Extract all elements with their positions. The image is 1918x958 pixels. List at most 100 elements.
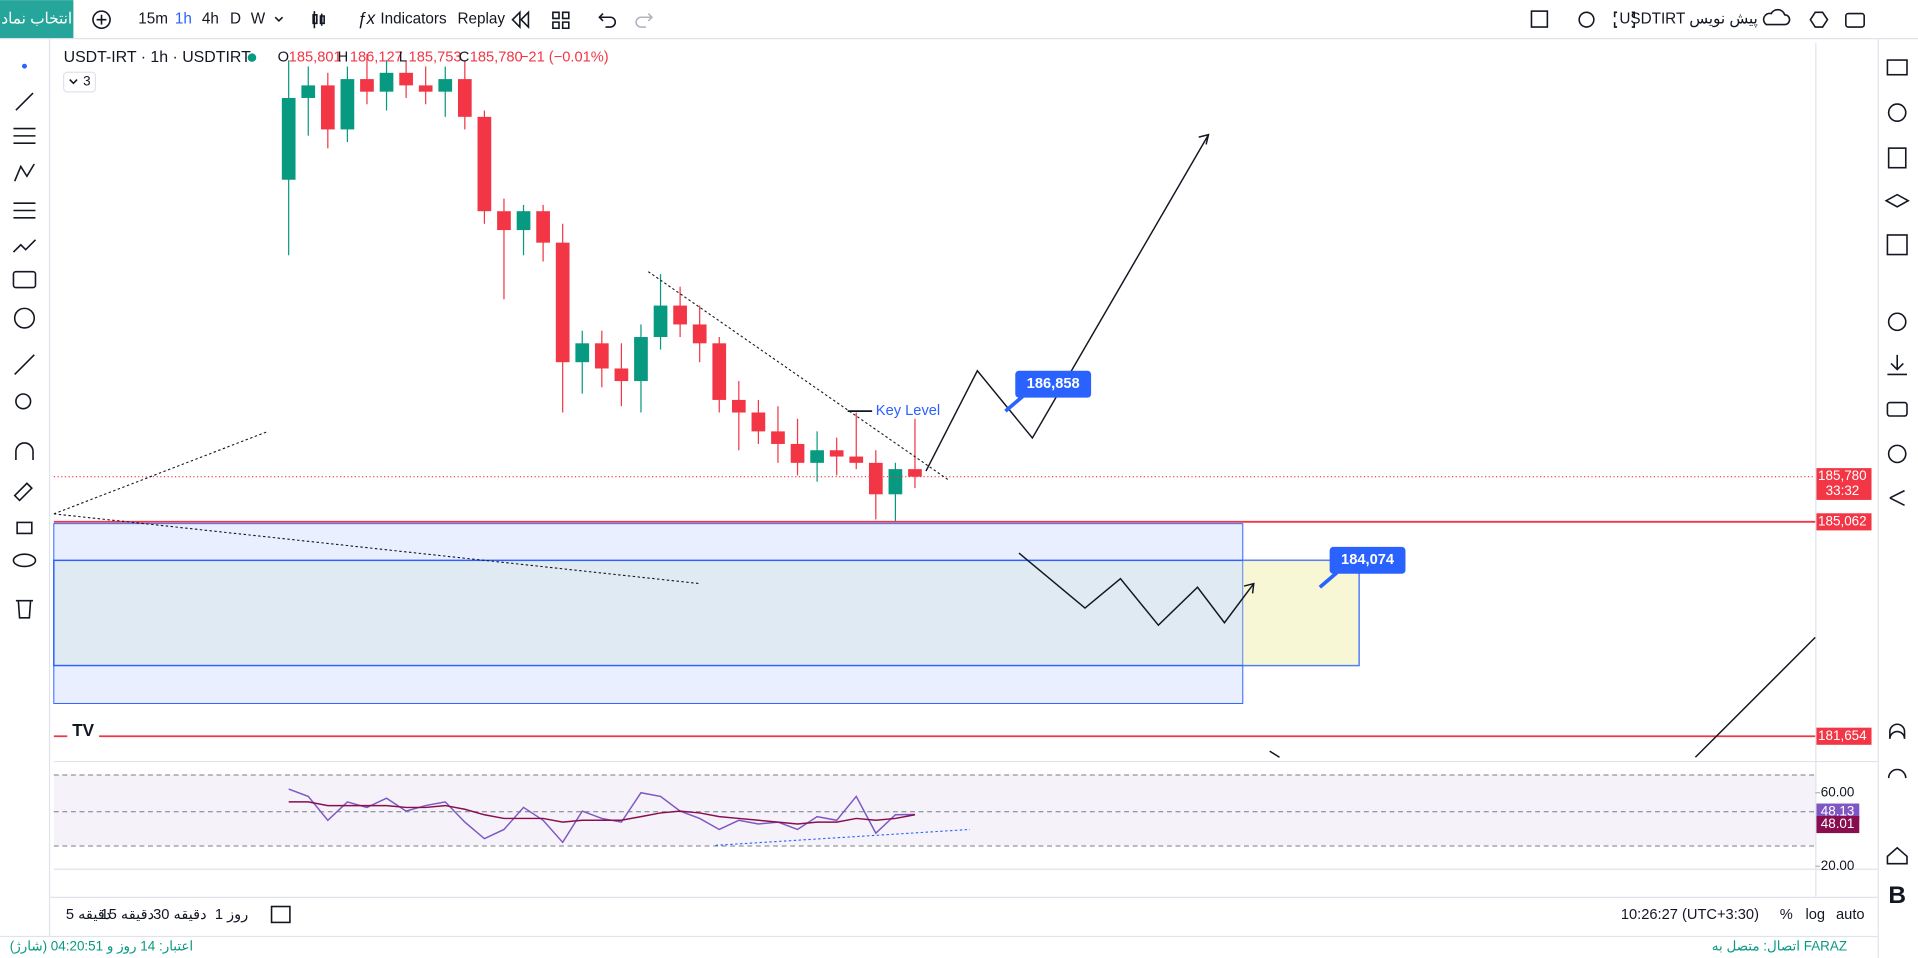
fullscreen-icon[interactable]	[1613, 11, 1636, 28]
range-button[interactable]: 1 روز	[215, 907, 248, 923]
fib-tool[interactable]	[13, 127, 36, 145]
trend-tool[interactable]	[15, 92, 34, 111]
key-level-label: Key Level	[876, 403, 940, 419]
layout-icon[interactable]	[552, 11, 570, 30]
redo-icon[interactable]	[635, 13, 654, 28]
auto-toggle[interactable]: auto	[1836, 907, 1865, 923]
candle-body	[751, 412, 766, 432]
chevron	[69, 79, 78, 85]
rsi-tick-label: 20.00	[1821, 858, 1855, 873]
candle-body	[418, 85, 433, 92]
account-icon[interactable]	[1887, 444, 1907, 464]
shapes-tool[interactable]	[12, 239, 37, 253]
fullscreen-select[interactable]	[1530, 10, 1549, 28]
alerts-icon[interactable]	[1887, 103, 1907, 123]
candle-body	[712, 343, 727, 400]
candle-body	[438, 79, 453, 92]
layers-icon[interactable]	[1884, 193, 1910, 208]
brand-b: B	[1888, 882, 1906, 909]
candle-body	[360, 79, 374, 92]
download-icon[interactable]	[1887, 354, 1907, 376]
settings-icon[interactable]	[1887, 312, 1907, 332]
credit-status: اعتبار: 14 روز و 04:20:51 (شارژ)	[10, 938, 193, 954]
draw-mode-tool[interactable]	[13, 482, 33, 502]
candle-body	[731, 399, 746, 413]
callout	[1329, 546, 1406, 574]
interval[interactable]: 15m	[138, 11, 168, 28]
home-icon[interactable]	[1886, 846, 1908, 865]
visibility-tool[interactable]	[12, 553, 37, 568]
level-badge	[1816, 727, 1872, 745]
undo-icon[interactable]	[598, 13, 616, 28]
callout	[1015, 370, 1092, 398]
level-badge	[1816, 513, 1872, 531]
interval[interactable]: D	[230, 11, 241, 28]
symbol-button[interactable]	[0, 0, 74, 39]
share-icon[interactable]	[1889, 489, 1905, 507]
rsi-badge-label: 48.13	[1821, 804, 1855, 819]
date-range-icon[interactable]	[270, 905, 291, 924]
cursor-tool[interactable]	[22, 63, 27, 69]
chart-type-icon[interactable]	[312, 11, 325, 29]
text-tool[interactable]	[12, 270, 37, 289]
interval[interactable]: 4h	[202, 11, 219, 28]
percent-toggle[interactable]: %	[1780, 907, 1793, 923]
interval-dropdown[interactable]	[274, 16, 284, 23]
candle-body	[457, 79, 472, 117]
candle-body	[301, 85, 316, 98]
candle-body	[555, 242, 570, 363]
support-icon[interactable]	[1887, 768, 1907, 779]
last-price-label: 185,780	[1818, 468, 1867, 483]
zoom-tool[interactable]	[15, 393, 32, 410]
indicators-button[interactable]: Indicators	[380, 11, 447, 28]
projection-path	[1269, 636, 1816, 758]
interval[interactable]: W	[251, 11, 266, 28]
interval-active[interactable]: 1h	[175, 11, 192, 28]
pattern-tool[interactable]	[13, 163, 35, 182]
clock: 10:26:27 (UTC+3:30)	[1621, 907, 1759, 923]
add-symbol-icon[interactable]	[92, 10, 111, 30]
forecast-tool[interactable]	[13, 202, 36, 219]
callout-label: 186,858	[1027, 376, 1080, 392]
bell-icon[interactable]	[1889, 723, 1906, 740]
legend-value: 185,753	[409, 49, 462, 65]
symbol-button-label[interactable]: انتخاب نماد	[1, 11, 72, 28]
snapshot-icon[interactable]	[1845, 12, 1865, 28]
notes-icon[interactable]	[1887, 147, 1907, 169]
log-toggle[interactable]: log	[1805, 907, 1825, 923]
legend-count[interactable]: 3	[83, 74, 90, 89]
candle-body	[497, 211, 511, 231]
layout-name[interactable]: USDTIRT پیش نویس	[1619, 11, 1757, 28]
magnet-tool[interactable]	[15, 442, 34, 461]
replay-button[interactable]: Replay	[457, 11, 505, 28]
icon-tool[interactable]	[13, 307, 36, 329]
callout-pointer	[1318, 571, 1339, 589]
ruler-tool[interactable]	[14, 354, 35, 375]
candle-body	[477, 116, 492, 212]
range-button[interactable]: 15 دقیقه	[101, 907, 155, 923]
candle-body	[790, 443, 805, 463]
candle-body	[692, 324, 707, 344]
range-button[interactable]: 5 دقیقه	[66, 907, 111, 923]
market-status	[247, 53, 257, 62]
calendar-icon[interactable]	[1886, 234, 1908, 256]
alert-icon[interactable]	[1578, 11, 1595, 28]
wallet-icon[interactable]	[1886, 401, 1908, 417]
cloud-icon	[1762, 8, 1791, 26]
last-price-badge	[1816, 468, 1872, 500]
watchlist-icon[interactable]	[1886, 59, 1908, 76]
range-button[interactable]: 30 دقیقه	[153, 907, 207, 923]
level-label: 185,062	[1818, 513, 1867, 528]
settings-icon[interactable]	[1809, 11, 1829, 28]
candle-body	[908, 469, 922, 477]
legend-toggle[interactable]	[62, 71, 97, 93]
candle-body	[281, 97, 296, 180]
lock-tool[interactable]	[16, 521, 33, 535]
remove-tool[interactable]	[15, 599, 34, 619]
add-symbol-icon	[96, 14, 107, 25]
legend-value: 185,780	[470, 49, 523, 65]
candle-body	[849, 456, 864, 463]
legend-value: 185,801	[289, 49, 342, 65]
